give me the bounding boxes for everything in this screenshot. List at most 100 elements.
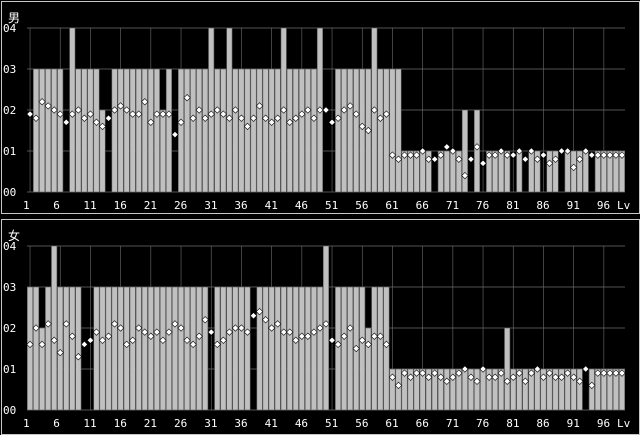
point-marker <box>268 324 276 332</box>
bar <box>202 68 209 193</box>
point-marker <box>225 114 233 122</box>
x-tick-label: 71 <box>446 417 459 430</box>
bar <box>359 68 366 193</box>
bar <box>117 68 124 193</box>
point-marker <box>171 130 179 139</box>
bar <box>570 150 577 193</box>
x-tick-label: 86 <box>536 417 549 430</box>
bar <box>292 68 299 193</box>
bar <box>528 150 535 193</box>
point-marker <box>412 151 421 159</box>
point-marker <box>249 114 258 122</box>
bar <box>461 368 468 411</box>
point-marker <box>304 332 312 340</box>
point-marker <box>588 151 596 159</box>
point-marker <box>110 320 119 328</box>
bar <box>256 286 263 411</box>
bar <box>389 68 396 193</box>
point-marker <box>388 373 397 381</box>
bar <box>159 286 166 411</box>
point-marker <box>322 320 330 328</box>
point-marker <box>189 340 197 349</box>
bar <box>437 368 444 411</box>
bar <box>588 368 595 411</box>
bar <box>425 150 432 193</box>
bar <box>335 286 342 411</box>
bar <box>594 150 601 193</box>
point-marker <box>147 332 155 340</box>
bar <box>316 286 323 411</box>
point-marker <box>563 147 572 155</box>
point-marker <box>521 377 529 385</box>
point-marker <box>207 328 215 336</box>
point-marker <box>545 369 554 377</box>
x-tick-label: 91 <box>567 417 580 430</box>
bar <box>516 150 523 193</box>
point-marker <box>255 307 264 316</box>
point-marker <box>406 151 415 159</box>
point-marker <box>563 369 572 377</box>
point-marker <box>292 114 300 122</box>
bar <box>178 286 185 411</box>
x-axis-unit: Lv <box>617 199 631 212</box>
bar <box>147 68 154 193</box>
x-tick-label: 26 <box>174 199 187 212</box>
point-marker <box>213 340 221 349</box>
bar <box>498 368 505 411</box>
bar <box>341 286 348 411</box>
bar <box>304 68 311 193</box>
bar <box>57 68 64 193</box>
bar <box>45 286 52 411</box>
bar <box>69 286 76 411</box>
bar <box>81 68 88 193</box>
point-marker <box>334 114 342 122</box>
point-marker <box>280 106 288 114</box>
bar <box>262 68 269 193</box>
point-marker <box>612 151 620 159</box>
x-tick-label: 36 <box>234 199 247 212</box>
point-marker <box>68 332 76 340</box>
bar <box>377 68 384 193</box>
y-tick-label: 02 <box>3 104 16 117</box>
bar <box>371 286 378 411</box>
point-marker <box>358 336 366 344</box>
bar <box>413 368 420 411</box>
bar <box>69 27 76 193</box>
bar <box>492 150 499 193</box>
bar <box>99 109 106 193</box>
point-marker <box>479 365 487 373</box>
point-marker <box>110 106 119 114</box>
bar <box>93 68 100 193</box>
point-marker <box>213 106 221 114</box>
point-marker <box>159 110 167 118</box>
x-tick-label: 91 <box>567 199 580 212</box>
point-marker <box>286 328 294 336</box>
bar <box>546 150 553 193</box>
point-marker <box>551 373 560 381</box>
point-marker <box>92 328 101 336</box>
bar <box>437 150 444 193</box>
bar <box>214 68 221 193</box>
point-marker <box>86 110 95 118</box>
bar <box>347 68 354 193</box>
point-marker <box>274 320 282 328</box>
x-tick-label: 6 <box>53 199 60 212</box>
point-marker <box>243 328 252 336</box>
point-marker <box>588 381 596 390</box>
point-marker <box>44 320 52 328</box>
point-marker <box>177 118 185 126</box>
point-marker <box>32 324 40 332</box>
x-tick-label: 41 <box>265 417 278 430</box>
point-marker <box>606 369 614 377</box>
bar <box>576 150 583 193</box>
bar <box>510 368 517 411</box>
point-marker <box>467 373 475 381</box>
bar <box>516 368 523 411</box>
bar <box>220 286 227 411</box>
y-tick-label: 04 <box>3 22 17 35</box>
bar <box>274 286 281 411</box>
x-tick-label: 61 <box>385 199 398 212</box>
point-marker <box>515 147 523 155</box>
bar <box>244 286 251 411</box>
x-tick-label: 76 <box>476 417 489 430</box>
